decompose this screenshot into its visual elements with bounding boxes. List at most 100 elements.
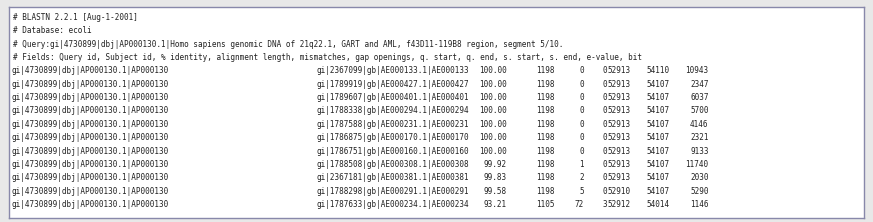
Text: 0: 0 (579, 107, 584, 115)
Text: # Query:gi|4730899|dbj|AP000130.1|Homo sapiens genomic DNA of 21q22.1, GART and : # Query:gi|4730899|dbj|AP000130.1|Homo s… (13, 40, 563, 49)
Text: 100.00: 100.00 (479, 147, 506, 156)
Text: 1198: 1198 (536, 80, 554, 89)
Text: gi|1788338|gb|AE000294.1|AE000294: gi|1788338|gb|AE000294.1|AE000294 (317, 107, 470, 115)
Text: 54107: 54107 (646, 133, 670, 142)
Text: gi|1786875|gb|AE000170.1|AE000170: gi|1786875|gb|AE000170.1|AE000170 (317, 133, 470, 142)
Text: 1198: 1198 (536, 147, 554, 156)
Text: 0: 0 (579, 93, 584, 102)
Text: # Fields: Query id, Subject id, % identity, alignment length, mismatches, gap op: # Fields: Query id, Subject id, % identi… (13, 53, 642, 62)
Text: 54107: 54107 (646, 120, 670, 129)
Text: 5290: 5290 (690, 187, 709, 196)
Text: 4146: 4146 (690, 120, 709, 129)
Text: 52913: 52913 (608, 133, 630, 142)
Text: 100.00: 100.00 (479, 120, 506, 129)
Text: 100.00: 100.00 (479, 80, 506, 89)
Text: gi|4730899|dbj|AP000130.1|AP000130: gi|4730899|dbj|AP000130.1|AP000130 (11, 107, 168, 115)
Text: 0: 0 (603, 173, 608, 182)
Text: 3: 3 (603, 200, 608, 209)
Text: 1: 1 (579, 160, 584, 169)
Text: 11740: 11740 (685, 160, 709, 169)
Text: # BLASTN 2.2.1 [Aug-1-2001]: # BLASTN 2.2.1 [Aug-1-2001] (13, 13, 138, 22)
Text: 72: 72 (574, 200, 584, 209)
Text: 54107: 54107 (646, 173, 670, 182)
Text: 2030: 2030 (690, 173, 709, 182)
Text: 54107: 54107 (646, 187, 670, 196)
Text: 52913: 52913 (608, 160, 630, 169)
Text: 100.00: 100.00 (479, 66, 506, 75)
Text: 52913: 52913 (608, 147, 630, 156)
Text: 0: 0 (579, 133, 584, 142)
Text: 52913: 52913 (608, 107, 630, 115)
Text: 0: 0 (603, 93, 608, 102)
Text: 1146: 1146 (690, 200, 709, 209)
Text: 9133: 9133 (690, 147, 709, 156)
Text: 54107: 54107 (646, 80, 670, 89)
Text: 1198: 1198 (536, 120, 554, 129)
Text: gi|1787588|gb|AE000231.1|AE000231: gi|1787588|gb|AE000231.1|AE000231 (317, 120, 470, 129)
Text: 1198: 1198 (536, 66, 554, 75)
Text: 1198: 1198 (536, 133, 554, 142)
Text: 100.00: 100.00 (479, 133, 506, 142)
Text: 0: 0 (603, 120, 608, 129)
Text: 52912: 52912 (608, 200, 630, 209)
Text: 2: 2 (579, 173, 584, 182)
Text: 52913: 52913 (608, 93, 630, 102)
Text: 54107: 54107 (646, 147, 670, 156)
Text: gi|1786751|gb|AE000160.1|AE000160: gi|1786751|gb|AE000160.1|AE000160 (317, 147, 470, 156)
Text: 1105: 1105 (536, 200, 554, 209)
Text: 0: 0 (579, 147, 584, 156)
Text: 93.21: 93.21 (484, 200, 506, 209)
Text: gi|4730899|dbj|AP000130.1|AP000130: gi|4730899|dbj|AP000130.1|AP000130 (11, 93, 168, 102)
Text: gi|1789607|gb|AE000401.1|AE000401: gi|1789607|gb|AE000401.1|AE000401 (317, 93, 470, 102)
Text: 54107: 54107 (646, 93, 670, 102)
Text: gi|2367099|gb|AE000133.1|AE000133: gi|2367099|gb|AE000133.1|AE000133 (317, 66, 470, 75)
Text: gi|1788298|gb|AE000291.1|AE000291: gi|1788298|gb|AE000291.1|AE000291 (317, 187, 470, 196)
Text: 54014: 54014 (646, 200, 670, 209)
Text: gi|4730899|dbj|AP000130.1|AP000130: gi|4730899|dbj|AP000130.1|AP000130 (11, 173, 168, 182)
Text: 100.00: 100.00 (479, 93, 506, 102)
Text: gi|4730899|dbj|AP000130.1|AP000130: gi|4730899|dbj|AP000130.1|AP000130 (11, 200, 168, 209)
Text: gi|1788508|gb|AE000308.1|AE000308: gi|1788508|gb|AE000308.1|AE000308 (317, 160, 470, 169)
Text: 99.83: 99.83 (484, 173, 506, 182)
Text: gi|4730899|dbj|AP000130.1|AP000130: gi|4730899|dbj|AP000130.1|AP000130 (11, 66, 168, 75)
Text: 1198: 1198 (536, 187, 554, 196)
Text: 54107: 54107 (646, 160, 670, 169)
Text: 52913: 52913 (608, 66, 630, 75)
Text: 0: 0 (603, 147, 608, 156)
Text: gi|4730899|dbj|AP000130.1|AP000130: gi|4730899|dbj|AP000130.1|AP000130 (11, 80, 168, 89)
Text: 52913: 52913 (608, 80, 630, 89)
Text: 0: 0 (603, 160, 608, 169)
Text: 10943: 10943 (685, 66, 709, 75)
Text: 1198: 1198 (536, 93, 554, 102)
Text: 0: 0 (603, 80, 608, 89)
Text: 6037: 6037 (690, 93, 709, 102)
Text: # Database: ecoli: # Database: ecoli (13, 26, 92, 35)
Text: 0: 0 (579, 80, 584, 89)
Text: 54107: 54107 (646, 107, 670, 115)
Text: gi|4730899|dbj|AP000130.1|AP000130: gi|4730899|dbj|AP000130.1|AP000130 (11, 187, 168, 196)
Text: gi|1789919|gb|AE000427.1|AE000427: gi|1789919|gb|AE000427.1|AE000427 (317, 80, 470, 89)
Text: gi|4730899|dbj|AP000130.1|AP000130: gi|4730899|dbj|AP000130.1|AP000130 (11, 133, 168, 142)
Text: gi|4730899|dbj|AP000130.1|AP000130: gi|4730899|dbj|AP000130.1|AP000130 (11, 160, 168, 169)
Text: gi|2367181|gb|AE000381.1|AE000381: gi|2367181|gb|AE000381.1|AE000381 (317, 173, 470, 182)
Text: 52913: 52913 (608, 173, 630, 182)
Text: 0: 0 (603, 66, 608, 75)
Text: 99.92: 99.92 (484, 160, 506, 169)
Text: 2321: 2321 (690, 133, 709, 142)
Text: gi|4730899|dbj|AP000130.1|AP000130: gi|4730899|dbj|AP000130.1|AP000130 (11, 120, 168, 129)
Text: 99.58: 99.58 (484, 187, 506, 196)
Text: 5: 5 (579, 187, 584, 196)
Text: 0: 0 (603, 187, 608, 196)
Text: 1198: 1198 (536, 173, 554, 182)
Text: 2347: 2347 (690, 80, 709, 89)
Text: 52910: 52910 (608, 187, 630, 196)
Text: 100.00: 100.00 (479, 107, 506, 115)
Text: 52913: 52913 (608, 120, 630, 129)
Text: 0: 0 (579, 120, 584, 129)
Text: 0: 0 (603, 133, 608, 142)
Text: gi|4730899|dbj|AP000130.1|AP000130: gi|4730899|dbj|AP000130.1|AP000130 (11, 147, 168, 156)
Text: 5700: 5700 (690, 107, 709, 115)
Text: 54110: 54110 (646, 66, 670, 75)
Text: 1198: 1198 (536, 107, 554, 115)
Text: 1198: 1198 (536, 160, 554, 169)
